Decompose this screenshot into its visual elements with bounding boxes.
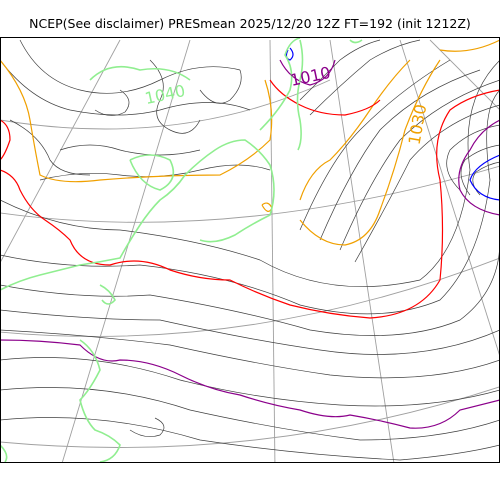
map-title: NCEP(See disclaimer) PRESmean 2025/12/20…: [29, 16, 471, 31]
graticule: [0, 39, 500, 463]
contour-label-1010: 1010: [289, 63, 333, 90]
contour-label-1030: 1030: [405, 103, 431, 146]
isobar-1000: [285, 47, 500, 201]
isobar-1020: [0, 79, 500, 319]
coastline: [0, 37, 363, 463]
isobars-thin: [0, 39, 500, 461]
isobar-1030: [0, 39, 500, 246]
